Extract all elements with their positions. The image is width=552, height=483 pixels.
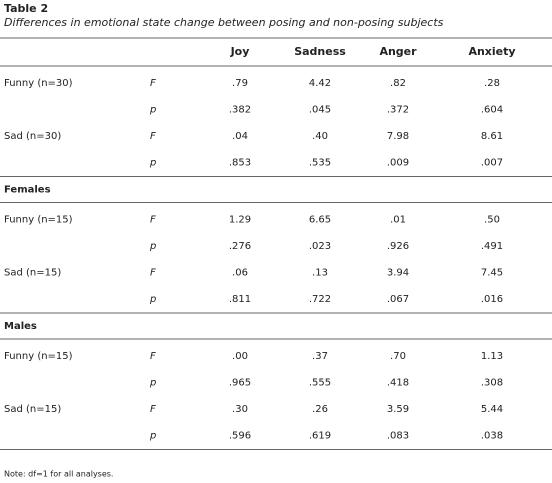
cell: .01 [390,215,406,226]
cell: .965 [229,378,251,389]
stat-label: p [149,241,156,252]
cell: 1.13 [481,351,503,362]
cell: .811 [229,294,251,305]
row-label: Funny (n=15) [4,215,73,226]
stat-label: p [149,105,156,116]
row-label: Funny (n=30) [4,78,73,89]
cell: .023 [309,241,331,252]
cell: 5.44 [481,404,503,415]
cell: 7.98 [387,131,409,142]
cell: .535 [309,158,331,169]
row-label: Sad (n=30) [4,131,61,142]
stat-label: F [150,78,156,89]
stat-label: p [149,378,156,389]
cell: .619 [309,431,331,442]
stat-label: F [150,215,156,226]
cell: .26 [312,404,328,415]
row-label: Sad (n=15) [4,268,61,279]
stat-label: F [150,404,156,415]
column-header: Joy [230,45,250,58]
cell: .555 [309,378,331,389]
cell: .308 [481,378,503,389]
table-title: Table 2 [4,2,48,15]
group-label: Females [4,185,51,196]
stat-label: p [149,294,156,305]
cell: .009 [387,158,409,169]
group-label: Males [4,321,37,332]
cell: .007 [481,158,503,169]
cell: .016 [481,294,503,305]
cell: 3.94 [387,268,409,279]
cell: .04 [232,131,248,142]
cell: .70 [390,351,406,362]
cell: .30 [232,404,248,415]
cell: 3.59 [387,404,409,415]
cell: .853 [229,158,251,169]
cell: 6.65 [309,215,331,226]
cell: .06 [232,268,248,279]
table-note: Note: df=1 for all analyses. [4,470,113,479]
cell: 7.45 [481,268,503,279]
stat-label: p [149,431,156,442]
cell: 1.29 [229,215,251,226]
cell: .491 [481,241,503,252]
cell: .604 [481,105,503,116]
cell: .13 [312,268,328,279]
cell: .418 [387,378,409,389]
cell: .28 [484,78,500,89]
cell: .00 [232,351,248,362]
row-label: Sad (n=15) [4,404,61,415]
cell: .926 [387,241,409,252]
cell: .382 [229,105,251,116]
cell: .372 [387,105,409,116]
table-subtitle: Differences in emotional state change be… [4,16,444,29]
stat-label: p [149,158,156,169]
stat-label: F [150,268,156,279]
cell: 4.42 [309,78,331,89]
cell: .722 [309,294,331,305]
cell: .045 [309,105,331,116]
cell: .79 [232,78,248,89]
cell: 8.61 [481,131,503,142]
cell: .50 [484,215,500,226]
cell: .083 [387,431,409,442]
row-label: Funny (n=15) [4,351,73,362]
column-header: Anxiety [468,45,515,58]
cell: .82 [390,78,406,89]
column-header: Anger [379,45,417,58]
column-header: Sadness [294,45,346,58]
cell: .596 [229,431,251,442]
cell: .067 [387,294,409,305]
cell: .038 [481,431,503,442]
stat-label: F [150,351,156,362]
cell: .37 [312,351,328,362]
cell: .40 [312,131,328,142]
cell: .276 [229,241,251,252]
stat-label: F [150,131,156,142]
